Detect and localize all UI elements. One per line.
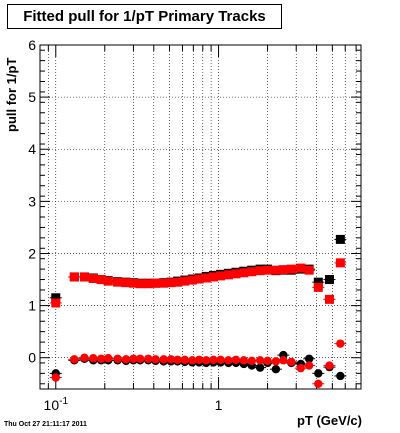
data-point-circle-red [70,355,79,364]
data-point-circle-red [209,355,218,365]
data-point-square-red [296,263,306,273]
data-point-square-red [135,279,145,289]
data-point-square-red [324,294,334,304]
data-point-square-red [88,274,98,284]
data-point-square-black [335,234,345,244]
data-point-circle-red [180,355,189,365]
data-point-square-red [187,275,197,285]
timestamp: Thu Oct 27 21:11:17 2011 [4,421,87,428]
data-point-square-red [173,277,183,287]
data-point-square-black [51,293,61,303]
data-point-circle-red [51,373,60,382]
data-point-circle-red [194,355,204,365]
data-point-square-red [143,279,153,289]
x-tick-label: 10-1 [44,396,69,413]
data-point-circle-black [255,363,265,372]
data-point-square-red [263,265,273,275]
y-tick-label: 4 [28,141,36,157]
data-point-circle-red [239,356,249,365]
data-point-circle-red [271,357,281,366]
data-point-circle-red [325,361,334,370]
data-point-square-black [324,275,334,285]
data-point-square-red [166,278,176,288]
x-tick-label: 1 [215,397,223,413]
data-point-square-red [335,258,345,268]
data-point-square-red [180,276,190,286]
data-point-circle-black [336,371,345,381]
plot-frame [39,44,362,390]
data-point-circle-red [255,356,265,365]
data-point-circle-red [188,356,197,365]
data-point-circle-red [89,354,98,363]
data-point-square-red [121,278,131,288]
data-point-circle-red [263,356,272,366]
data-point-circle-red [129,354,138,363]
data-point-circle-red [151,355,160,364]
data-point-square-red [159,278,169,288]
chart-title: Fitted pull for 1/pT Primary Tracks [7,4,282,29]
data-point-circle-red [314,379,323,388]
data-point-square-red [194,274,204,284]
data-point-circle-red [336,339,345,348]
data-point-circle-red [247,356,256,366]
data-point-circle-red [287,357,296,367]
data-point-circle-red [96,354,106,363]
data-point-square-red [278,265,288,275]
y-tick-label: 1 [28,298,36,314]
data-point-circle-red [104,354,113,363]
data-point-square-red [304,265,314,275]
data-point-square-red [255,266,265,276]
data-point-circle-red [135,354,145,363]
data-point-square-red [216,271,226,281]
data-point-circle-red [166,355,176,364]
data-point-square-red [51,298,61,308]
y-tick-label: 6 [28,37,36,53]
data-point-circle-red [121,355,131,364]
data-point-circle-red [231,355,241,365]
data-point-circle-red [279,356,288,365]
data-point-circle-red [296,363,305,373]
data-point-circle-red [80,353,89,362]
data-point-square-red [286,264,296,274]
data-point-square-red [79,272,89,282]
data-point-square-red [231,269,241,279]
data-point-circle-black [304,354,314,363]
y-tick-label: 5 [28,89,36,105]
data-point-square-red [223,270,233,280]
y-tick-label: 3 [28,193,36,209]
data-point-square-red [103,276,113,286]
data-point-square-red [201,273,211,283]
x-axis-label: pT (GeV/c) [296,413,362,428]
y-tick-label: 0 [28,350,36,366]
data-point-circle-red [113,354,122,363]
data-point-square-red [113,277,123,287]
data-point-circle-red [144,354,153,363]
data-point-square-red [208,272,218,282]
data-point-square-red [69,272,79,282]
data-point-square-red [96,275,106,285]
data-point-circle-red [159,355,168,364]
data-point-circle-red [224,356,233,365]
data-point-circle-black [314,369,323,378]
data-point-circle-red [304,361,314,370]
data-point-square-red [313,282,323,292]
data-point-square-red [271,265,281,275]
data-point-circle-red [202,356,211,365]
data-point-square-red [239,268,249,278]
data-point-circle-red [173,355,182,365]
data-point-circle-black [271,364,281,374]
data-point-square-red [247,267,257,277]
data-point-square-red [128,278,138,288]
data-point-circle-red [216,355,225,365]
y-tick-label: 2 [28,245,36,261]
data-point-square-black [313,277,323,287]
data-point-square-red [151,278,161,288]
